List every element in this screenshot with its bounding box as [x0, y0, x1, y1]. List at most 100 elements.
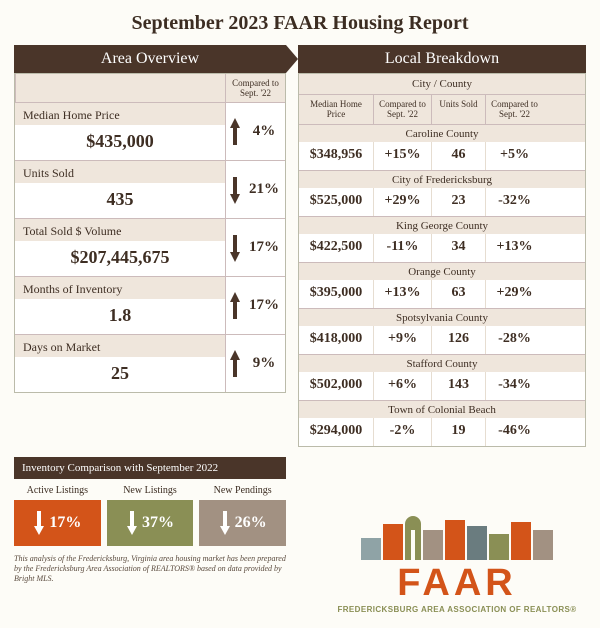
compare-header: Compared to Sept. '22	[225, 74, 285, 102]
locality-cell: 19	[431, 418, 485, 446]
inventory-card: Active Listings 17%	[14, 485, 101, 546]
locality-group: City of Fredericksburg$525,000+29%23-32%	[299, 170, 585, 216]
locality-cell: $418,000	[299, 326, 373, 354]
overview-row: Months of Inventory 17% 1.8	[15, 276, 285, 334]
locality-cell: 143	[431, 372, 485, 400]
locality-row: $395,000+13%63+29%	[299, 280, 585, 308]
locality-cell: -46%	[485, 418, 543, 446]
report-title: September 2023 FAAR Housing Report	[14, 12, 586, 35]
locality-row: $294,000-2%19-46%	[299, 418, 585, 446]
locality-cell: +29%	[373, 188, 431, 216]
overview-pct: 21%	[243, 161, 285, 218]
overview-row: Total Sold $ Volume 17% $207,445,675	[15, 218, 285, 276]
locality-name: Spotsylvania County	[299, 309, 585, 326]
local-breakdown-headers: Median Home Price Compared to Sept. '22 …	[299, 95, 585, 124]
logo-subtitle: FREDERICKSBURG AREA ASSOCIATION OF REALT…	[332, 605, 582, 614]
locality-cell: 46	[431, 142, 485, 170]
local-breakdown-banner: Local Breakdown	[298, 45, 586, 73]
down-arrow-icon	[219, 511, 231, 535]
inventory-card-value: 37%	[107, 500, 194, 546]
locality-cell: $395,000	[299, 280, 373, 308]
locality-cell: +13%	[373, 280, 431, 308]
local-breakdown-table: City / County Median Home Price Compared…	[298, 73, 586, 447]
locality-cell: $422,500	[299, 234, 373, 262]
locality-row: $418,000+9%126-28%	[299, 326, 585, 354]
overview-pct: 4%	[243, 103, 285, 160]
locality-group: Caroline County$348,956+15%46+5%	[299, 124, 585, 170]
locality-name: Orange County	[299, 263, 585, 280]
faar-logo: FAAR FREDERICKSBURG AREA ASSOCIATION OF …	[332, 512, 582, 614]
locality-cell: 34	[431, 234, 485, 262]
locality-cell: +29%	[485, 280, 543, 308]
trend-arrow-icon	[225, 219, 243, 276]
trend-arrow-icon	[225, 277, 243, 334]
locality-group: King George County$422,500-11%34+13%	[299, 216, 585, 262]
locality-cell: +5%	[485, 142, 543, 170]
locality-cell: 23	[431, 188, 485, 216]
trend-arrow-icon	[225, 335, 243, 392]
area-overview-table: Compared to Sept. '22 Median Home Price 4…	[14, 73, 286, 393]
locality-cell: +9%	[373, 326, 431, 354]
locality-cell: $348,956	[299, 142, 373, 170]
inventory-card-label: Active Listings	[14, 485, 101, 496]
overview-label: Total Sold $ Volume	[15, 219, 225, 241]
overview-pct: 17%	[243, 219, 285, 276]
inventory-card: New Listings 37%	[107, 485, 194, 546]
locality-cell: -2%	[373, 418, 431, 446]
locality-row: $348,956+15%46+5%	[299, 142, 585, 170]
area-overview-banner: Area Overview	[14, 45, 286, 73]
trend-arrow-icon	[225, 103, 243, 160]
locality-group: Town of Colonial Beach$294,000-2%19-46%	[299, 400, 585, 446]
locality-cell: 126	[431, 326, 485, 354]
locality-cell: -28%	[485, 326, 543, 354]
overview-label: Days on Market	[15, 335, 225, 357]
locality-cell: $502,000	[299, 372, 373, 400]
locality-name: Stafford County	[299, 355, 585, 372]
trend-arrow-icon	[225, 161, 243, 218]
logo-text: FAAR	[332, 562, 582, 605]
locality-group: Orange County$395,000+13%63+29%	[299, 262, 585, 308]
footnote: This analysis of the Fredericksburg, Vir…	[14, 554, 286, 584]
overview-label: Units Sold	[15, 161, 225, 183]
overview-label: Months of Inventory	[15, 277, 225, 299]
locality-cell: -32%	[485, 188, 543, 216]
overview-value: $435,000	[15, 125, 225, 160]
locality-group: Spotsylvania County$418,000+9%126-28%	[299, 308, 585, 354]
overview-value: 1.8	[15, 299, 225, 334]
locality-cell: -34%	[485, 372, 543, 400]
down-arrow-icon	[33, 511, 45, 535]
area-overview-column: Area Overview Compared to Sept. '22 Medi…	[14, 45, 286, 447]
inventory-card-value: 17%	[14, 500, 101, 546]
local-breakdown-superheader: City / County	[299, 74, 585, 95]
locality-name: City of Fredericksburg	[299, 171, 585, 188]
locality-row: $502,000+6%143-34%	[299, 372, 585, 400]
inventory-card-label: New Listings	[107, 485, 194, 496]
locality-row: $525,000+29%23-32%	[299, 188, 585, 216]
inventory-banner: Inventory Comparison with September 2022	[14, 457, 286, 479]
overview-row: Days on Market 9% 25	[15, 334, 285, 392]
locality-cell: +6%	[373, 372, 431, 400]
inventory-card: New Pendings 26%	[199, 485, 286, 546]
locality-name: Town of Colonial Beach	[299, 401, 585, 418]
locality-cell: $294,000	[299, 418, 373, 446]
locality-name: King George County	[299, 217, 585, 234]
locality-cell: $525,000	[299, 188, 373, 216]
overview-pct: 17%	[243, 277, 285, 334]
locality-name: Caroline County	[299, 125, 585, 142]
inventory-card-value: 26%	[199, 500, 286, 546]
locality-group: Stafford County$502,000+6%143-34%	[299, 354, 585, 400]
overview-row: Median Home Price 4% $435,000	[15, 102, 285, 160]
logo-skyline-icon	[332, 512, 582, 560]
overview-pct: 9%	[243, 335, 285, 392]
locality-cell: -11%	[373, 234, 431, 262]
locality-row: $422,500-11%34+13%	[299, 234, 585, 262]
overview-value: $207,445,675	[15, 241, 225, 276]
overview-value: 435	[15, 183, 225, 218]
inventory-comparison: Inventory Comparison with September 2022…	[14, 457, 286, 546]
overview-label: Median Home Price	[15, 103, 225, 125]
overview-value: 25	[15, 357, 225, 392]
inventory-card-label: New Pendings	[199, 485, 286, 496]
down-arrow-icon	[126, 511, 138, 535]
overview-row: Units Sold 21% 435	[15, 160, 285, 218]
locality-cell: +15%	[373, 142, 431, 170]
